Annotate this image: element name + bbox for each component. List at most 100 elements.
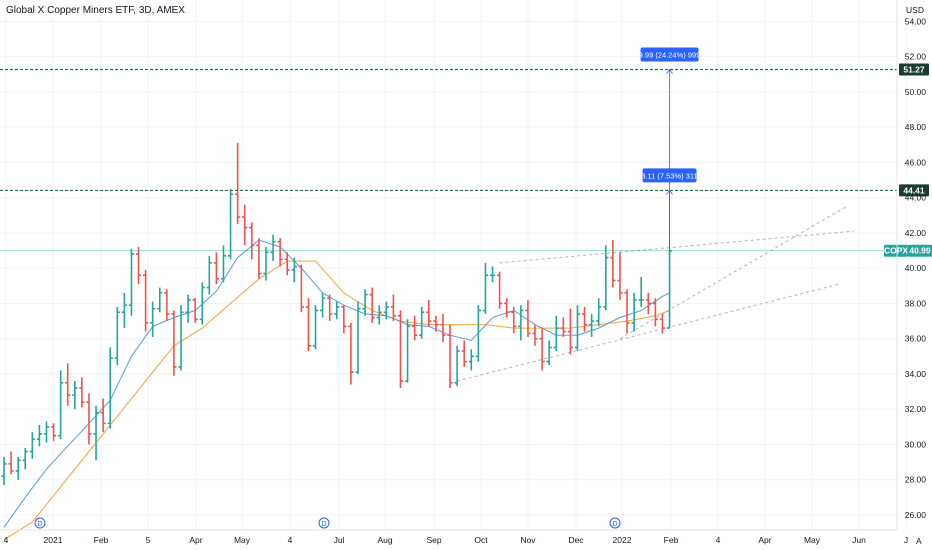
ohlc-bar [249,222,255,260]
x-tick-label: 2022 [613,535,632,545]
ohlc-bar [22,448,28,470]
dividend-marker-icon[interactable] [318,517,330,529]
measurement-tools[interactable]: 9.99 (24.24%) 999 3.11 (7.53%) 311 [639,47,701,251]
ohlc-bar [327,294,333,322]
last-price-tag [908,244,932,257]
ohlc-bar [525,299,531,337]
x-tick-label: 4 [4,535,9,545]
ohlc-bar [369,287,375,323]
dividend-marker-icon[interactable] [34,517,46,529]
ohlc-bar [652,298,658,327]
ohlc-bar [15,456,21,480]
measure-callout-label: 3.11 (7.53%) 311 [641,171,697,180]
x-tick-label: Dec [568,535,584,545]
trendline[interactable] [499,230,854,264]
ohlc-bar [497,271,503,309]
ohlc-bar [355,301,361,374]
x-tick-label: Apr [758,535,771,545]
y-tick-label: 48.00 [905,122,927,132]
ohlc-bar [362,289,368,316]
symbol-tag [884,244,908,257]
ohlc-bar [72,381,78,410]
ohlc-bar [383,301,389,320]
ohlc-bar [440,314,446,343]
measure-callout[interactable] [640,47,699,62]
trendlines[interactable] [456,206,854,382]
ohlc-bar [58,370,64,440]
ohlc-bar [567,308,573,355]
ohlc-bar [157,287,163,313]
ohlc-bar [178,305,184,371]
ohlc-bar [461,340,467,367]
horizontal-levels[interactable]: 51.27 44.41 COPX 40.99 [0,63,932,257]
ohlc-bar [645,292,651,315]
y-tick-label: 30.00 [905,439,927,449]
ohlc-bar [107,347,113,429]
ohlc-bar [65,363,71,406]
x-tick-label: 4 [716,535,721,545]
ohlc-bar [596,298,602,327]
ohlc-bar [334,301,340,320]
ohlc-bar [553,315,559,352]
y-tick-label: 52.00 [905,52,927,62]
grid-lines [0,0,907,530]
dividend-marker-icon[interactable] [609,517,621,529]
currency-label: USD [906,5,924,15]
ohlc-bar [581,306,588,332]
ohlc-bar [284,252,290,276]
ohlc-bar [100,398,106,433]
ohlc-bar [468,349,474,371]
level-price-tag [899,63,929,76]
y-tick-label: 42.00 [905,228,927,238]
ohlc-bar [397,310,404,389]
x-tick-label: Oct [474,535,488,545]
level-price-label: 44.41 [903,185,925,195]
ohlc-bar [631,292,637,332]
ohlc-bar [128,248,135,316]
ohlc-bar [638,276,644,307]
ohlc-bar [192,298,198,323]
symbol-label: COPX [884,246,908,256]
x-tick-label: Apr [189,535,202,545]
x-tick-label: Jul [334,535,345,545]
y-tick-label: 32.00 [905,404,927,414]
ohlc-bar [518,305,524,341]
ohlc-bar [447,324,453,389]
ohlc-bar [546,340,552,366]
y-tick-label: 36.00 [905,334,927,344]
ohlc-bar [93,405,99,461]
ohlc-bar [171,310,177,376]
ohlc-bar [143,269,149,332]
dividend-marker-label: D [612,521,617,528]
ohlc-bar [504,298,510,318]
measure-arrow-icon [666,68,673,74]
trendline[interactable] [619,206,847,340]
last-price-label: 40.99 [909,246,931,256]
measure-callout[interactable] [642,168,697,183]
measure-arrow-icon [666,189,673,195]
x-tick-label: Sep [426,535,441,545]
level-price-label: 51.27 [903,64,925,74]
auto-scale-button[interactable]: A [916,536,922,546]
dividend-marker-label: D [37,521,42,528]
ohlc-bar [270,234,276,262]
ohlc-bar [43,421,50,443]
y-tick-label: 38.00 [905,298,927,308]
ohlc-bar [235,143,241,225]
ohlc-bar [305,298,312,352]
x-tick-label: Feb [664,535,679,545]
ohlc-bar [114,306,120,366]
ohlc-bar [298,264,304,313]
ohlc-bar [560,317,566,337]
ohlc-bars [1,143,673,486]
ohlc-bar [256,238,262,279]
ohlc-bar [348,322,354,385]
x-tick-label: 5 [146,535,151,545]
ohlc-bar [419,306,425,339]
ohlc-bar [341,305,347,334]
ohlc-bar [164,289,170,322]
ohlc-bar [29,432,35,459]
